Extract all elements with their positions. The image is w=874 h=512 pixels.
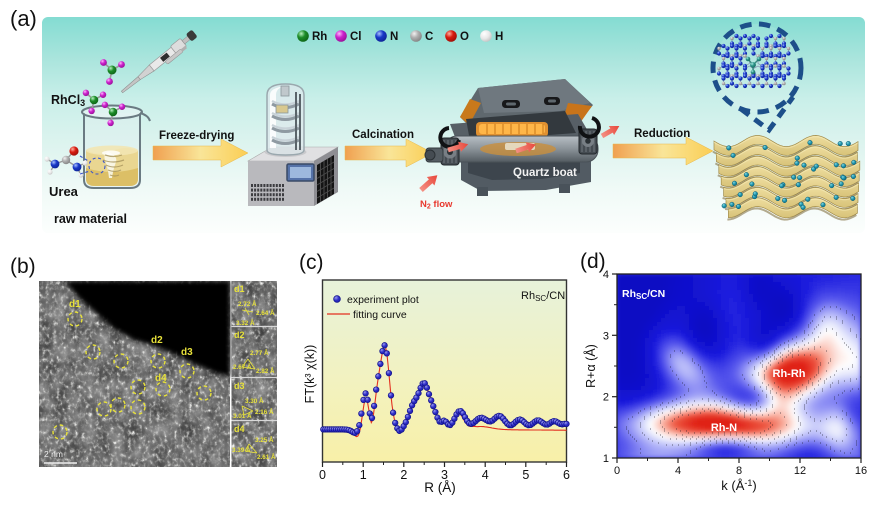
svg-text:3.25 Å: 3.25 Å <box>255 435 274 444</box>
svg-text:4: 4 <box>603 269 609 281</box>
svg-text:2.72 Å: 2.72 Å <box>238 299 257 308</box>
svg-text:8: 8 <box>736 465 742 477</box>
svg-text:R (Å): R (Å) <box>424 480 456 495</box>
svg-text:2.16 Å: 2.16 Å <box>255 407 274 416</box>
svg-text:12: 12 <box>794 465 806 477</box>
svg-text:d4: d4 <box>234 424 245 434</box>
svg-text:0: 0 <box>614 465 620 477</box>
svg-text:d3: d3 <box>181 347 193 358</box>
svg-text:0: 0 <box>319 468 326 482</box>
svg-text:5: 5 <box>522 468 529 482</box>
svg-text:4: 4 <box>482 468 489 482</box>
svg-text:Quartz boat: Quartz boat <box>513 167 577 179</box>
svg-text:Urea: Urea <box>49 184 79 199</box>
svg-text:experiment plot: experiment plot <box>347 294 419 306</box>
svg-text:16: 16 <box>855 465 867 477</box>
svg-text:3: 3 <box>603 330 609 342</box>
svg-text:RhSC/CN: RhSC/CN <box>622 288 665 301</box>
svg-text:d2: d2 <box>151 335 163 346</box>
svg-text:2.82 Å: 2.82 Å <box>256 366 275 375</box>
svg-text:Rh-Rh: Rh-Rh <box>773 368 806 380</box>
svg-text:fitting curve: fitting curve <box>353 309 407 321</box>
svg-text:Rh-N: Rh-N <box>711 422 737 434</box>
svg-text:d1: d1 <box>234 284 245 294</box>
svg-text:2.64 Å: 2.64 Å <box>256 308 275 317</box>
svg-text:2: 2 <box>400 468 407 482</box>
svg-text:3.30 Å: 3.30 Å <box>245 396 264 405</box>
svg-text:d1: d1 <box>69 299 81 310</box>
svg-text:3.39 Å: 3.39 Å <box>232 445 251 454</box>
svg-text:2 nm: 2 nm <box>44 449 63 459</box>
svg-text:FT(k³ χ(k)): FT(k³ χ(k)) <box>303 345 317 404</box>
svg-text:d2: d2 <box>234 330 245 340</box>
svg-text:N2 flow: N2 flow <box>420 199 453 211</box>
svg-text:k (Å-1): k (Å-1) <box>721 478 756 493</box>
svg-text:4: 4 <box>675 465 681 477</box>
svg-text:Reduction: Reduction <box>634 128 690 140</box>
svg-text:O: O <box>460 31 469 43</box>
svg-text:2.77 Å: 2.77 Å <box>250 348 269 357</box>
svg-text:d4: d4 <box>155 373 167 384</box>
svg-text:C: C <box>425 31 433 43</box>
svg-text:2: 2 <box>603 392 609 404</box>
svg-text:2.61 Å: 2.61 Å <box>257 452 276 461</box>
svg-text:H: H <box>495 31 503 43</box>
svg-text:N: N <box>390 31 398 43</box>
svg-text:RhCl3: RhCl3 <box>51 93 85 108</box>
svg-text:6: 6 <box>563 468 570 482</box>
svg-text:3.01 Å: 3.01 Å <box>233 411 252 420</box>
svg-text:Rh: Rh <box>312 31 327 43</box>
svg-text:1: 1 <box>360 468 367 482</box>
svg-text:raw material: raw material <box>54 212 127 226</box>
svg-text:3: 3 <box>441 468 448 482</box>
svg-text:Calcination: Calcination <box>352 129 414 141</box>
svg-text:Cl: Cl <box>350 31 362 43</box>
svg-text:RhSC/CN: RhSC/CN <box>521 290 565 303</box>
svg-text:3.32 Å: 3.32 Å <box>236 318 255 327</box>
svg-text:R+α (Å): R+α (Å) <box>583 344 598 388</box>
svg-text:d3: d3 <box>234 381 245 391</box>
svg-text:Freeze-drying: Freeze-drying <box>159 130 234 142</box>
svg-text:1: 1 <box>603 453 609 465</box>
